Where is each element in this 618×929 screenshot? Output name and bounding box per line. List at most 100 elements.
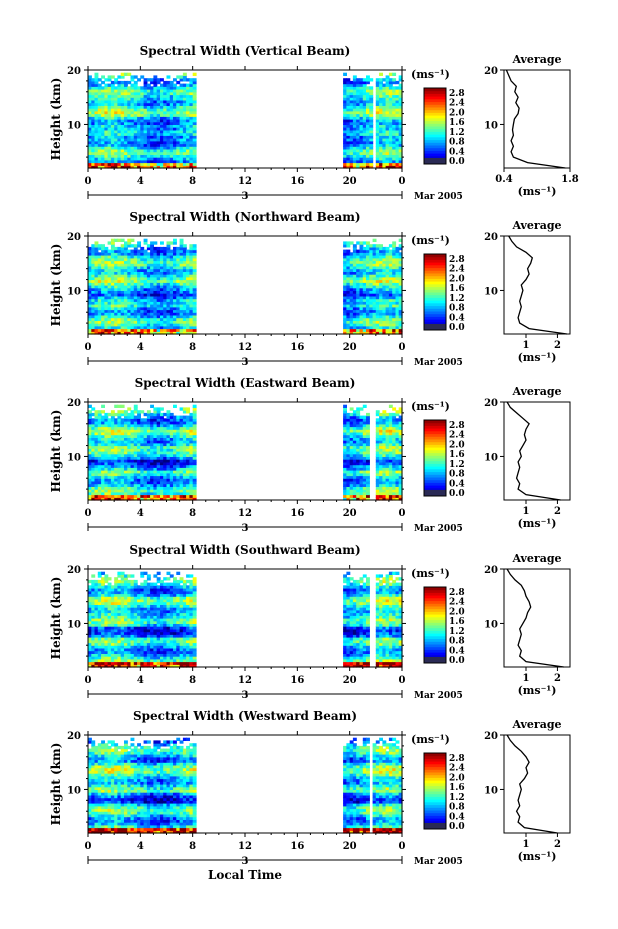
heatmap-cell — [130, 140, 135, 145]
heatmap-cell — [366, 317, 370, 321]
heatmap-cell — [192, 293, 197, 297]
heatmap-cell — [382, 246, 387, 251]
heatmap-cell — [130, 440, 135, 444]
heatmap-cell — [372, 249, 377, 253]
heatmap-cell — [346, 491, 351, 496]
heatmap-cell — [375, 453, 380, 457]
heatmap-cell — [160, 135, 164, 139]
heatmap-cell — [189, 138, 194, 142]
heatmap-cell — [97, 483, 102, 487]
heatmap-cell — [140, 91, 145, 96]
heatmap-cell — [94, 309, 99, 313]
heatmap-cell — [101, 470, 105, 474]
heatmap-cell — [379, 304, 383, 308]
heatmap-cell — [395, 309, 400, 313]
heatmap-cell — [156, 165, 161, 169]
heatmap-cell — [110, 151, 115, 155]
heatmap-cell — [94, 146, 99, 150]
heatmap-cell — [124, 298, 128, 302]
heatmap-cell — [110, 312, 115, 316]
heatmap-cell — [375, 94, 380, 98]
heatmap-cell — [362, 325, 367, 330]
heatmap-cell — [352, 113, 357, 117]
heatmap-cell — [349, 146, 354, 150]
heatmap-cell — [137, 317, 141, 321]
heatmap-cell — [352, 154, 357, 158]
heatmap-cell — [166, 113, 171, 117]
heatmap-cell — [124, 97, 128, 101]
heatmap-cell — [349, 287, 354, 291]
heatmap-cell — [173, 159, 177, 164]
heatmap-cell — [120, 320, 125, 324]
heatmap-cell — [359, 138, 364, 142]
heatmap-cell — [382, 83, 387, 87]
heatmap-cell — [356, 437, 361, 441]
heatmap-cell — [114, 412, 119, 417]
heatmap-cell — [379, 78, 383, 82]
heatmap-cell — [382, 143, 387, 147]
heatmap-cell — [163, 320, 168, 324]
heatmap-cell — [382, 309, 387, 313]
heatmap-cell — [114, 317, 119, 321]
heatmap-cell — [133, 491, 138, 496]
heatmap-cell — [88, 472, 92, 477]
colorbar-segment — [424, 134, 446, 138]
heatmap-cell — [91, 86, 96, 90]
heatmap-cell — [169, 491, 174, 496]
heatmap-cell — [359, 110, 364, 115]
heatmap-cell — [189, 257, 194, 262]
heatmap-cell — [398, 113, 403, 117]
heatmap-cell — [189, 83, 194, 87]
heatmap-cell — [362, 426, 367, 430]
heatmap-cell — [173, 423, 177, 428]
heatmap-cell — [124, 99, 128, 104]
heatmap-cell — [366, 312, 370, 316]
heatmap-cell — [97, 276, 102, 281]
heatmap-cell — [182, 162, 187, 166]
heatmap-cell — [88, 298, 92, 302]
heatmap-cell — [173, 415, 177, 419]
heatmap-cell — [395, 162, 400, 166]
heatmap-cell — [176, 97, 181, 101]
heatmap-cell — [110, 99, 115, 104]
heatmap-cell — [192, 328, 197, 332]
heatmap-cell — [94, 80, 99, 85]
heatmap-cell — [143, 475, 148, 479]
heatmap-cell — [189, 285, 194, 289]
heatmap-cell — [137, 491, 141, 496]
heatmap-cell — [143, 146, 148, 150]
heatmap-cell — [88, 475, 92, 479]
heatmap-cell — [146, 328, 151, 332]
heatmap-cell — [362, 97, 367, 101]
heatmap-cell — [133, 434, 138, 438]
heatmap-cell — [160, 265, 164, 270]
heatmap-cell — [140, 440, 145, 444]
heatmap-cell — [356, 448, 361, 452]
heatmap-cell — [160, 494, 164, 498]
heatmap-cell — [114, 238, 119, 242]
heatmap-cell — [366, 276, 370, 281]
heatmap-cell — [366, 244, 370, 248]
heatmap-cell — [173, 464, 177, 468]
heatmap-cell — [359, 129, 364, 134]
heatmap-cell — [143, 442, 148, 447]
heatmap-cell — [107, 146, 112, 150]
heatmap-cell — [375, 312, 380, 316]
heatmap-cell — [366, 274, 370, 278]
heatmap-cell — [359, 295, 364, 300]
heatmap-cell — [110, 461, 115, 466]
heatmap-cell — [120, 461, 125, 466]
heatmap-cell — [192, 459, 197, 463]
heatmap-cell — [375, 113, 380, 117]
heatmap-cell — [176, 89, 181, 93]
heatmap-cell — [156, 249, 161, 253]
heatmap-cell — [192, 317, 197, 321]
heatmap-cell — [392, 119, 397, 123]
heatmap-cell — [349, 119, 354, 123]
heatmap-cell — [169, 497, 174, 501]
heatmap-cell — [398, 127, 403, 131]
heatmap-cell — [182, 282, 187, 286]
heatmap-cell — [349, 434, 354, 438]
heatmap-cell — [359, 437, 364, 441]
colorbar-tick-label: 0.0 — [449, 323, 465, 333]
